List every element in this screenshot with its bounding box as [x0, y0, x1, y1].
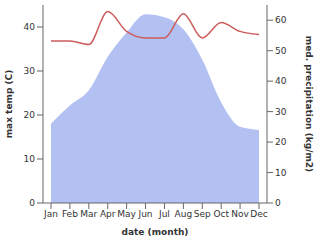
svg-text:Sep: Sep: [194, 209, 211, 219]
svg-text:Feb: Feb: [62, 209, 78, 219]
svg-text:0: 0: [29, 198, 35, 208]
svg-text:Jun: Jun: [138, 209, 153, 219]
svg-text:max temp (C): max temp (C): [8, 70, 14, 139]
svg-text:40: 40: [275, 76, 287, 86]
svg-text:10: 10: [24, 154, 36, 164]
svg-text:10: 10: [275, 168, 287, 178]
svg-text:50: 50: [275, 46, 287, 56]
svg-text:20: 20: [24, 110, 36, 120]
svg-text:Dec: Dec: [250, 209, 267, 219]
svg-text:Nov: Nov: [231, 209, 249, 219]
svg-text:20: 20: [275, 137, 287, 147]
svg-text:May: May: [117, 209, 136, 219]
svg-text:30: 30: [275, 107, 287, 117]
svg-text:Aug: Aug: [175, 209, 193, 219]
svg-text:Mar: Mar: [80, 209, 97, 219]
svg-text:Oct: Oct: [213, 209, 229, 219]
svg-text:Apr: Apr: [100, 209, 116, 219]
svg-text:Jan: Jan: [43, 209, 58, 219]
svg-text:0: 0: [275, 198, 281, 208]
svg-text:med. precipitation (kg/m2): med. precipitation (kg/m2): [304, 36, 310, 172]
svg-text:60: 60: [275, 15, 287, 25]
svg-text:Jul: Jul: [158, 209, 170, 219]
svg-text:30: 30: [24, 66, 36, 76]
svg-text:40: 40: [24, 22, 36, 32]
svg-text:date (month): date (month): [122, 227, 189, 237]
